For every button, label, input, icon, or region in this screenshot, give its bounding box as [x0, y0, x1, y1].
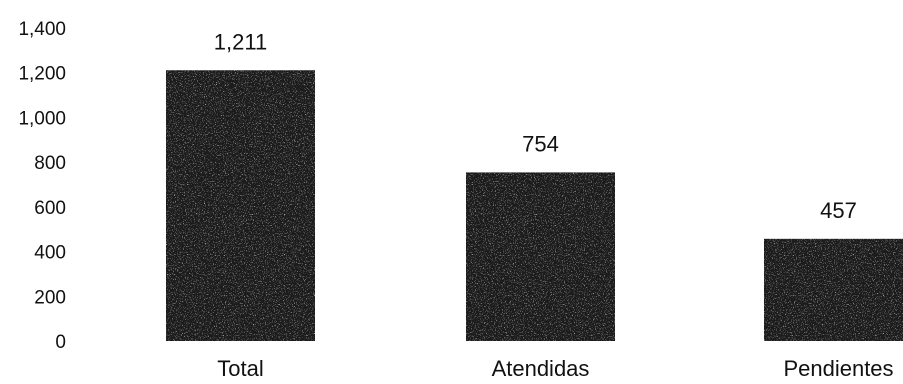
y-tick-label: 1,200: [18, 64, 66, 85]
y-axis: 0 200 400 600 800 1,000 1,200 1,400: [18, 19, 66, 353]
y-tick-label: 400: [34, 243, 66, 264]
data-label: 457: [820, 198, 857, 223]
bar-atendidas: [466, 172, 615, 341]
y-tick-label: 200: [34, 287, 66, 308]
y-tick-label: 800: [34, 153, 66, 174]
y-tick-label: 1,000: [18, 108, 66, 129]
x-category-label: Pendientes: [783, 356, 893, 381]
y-tick-label: 1,400: [18, 19, 66, 40]
data-label: 754: [522, 131, 559, 156]
data-labels: 1,211 754 457: [214, 29, 857, 223]
x-axis: Total Atendidas Pendientes: [217, 356, 893, 381]
y-tick-label: 0: [55, 332, 66, 353]
bar-pendientes: [764, 238, 903, 341]
data-label: 1,211: [214, 29, 267, 54]
x-category-label: Total: [217, 356, 263, 381]
bar-total: [166, 70, 315, 341]
x-category-label: Atendidas: [492, 356, 590, 381]
bars: [166, 70, 903, 341]
y-tick-label: 600: [34, 198, 66, 219]
